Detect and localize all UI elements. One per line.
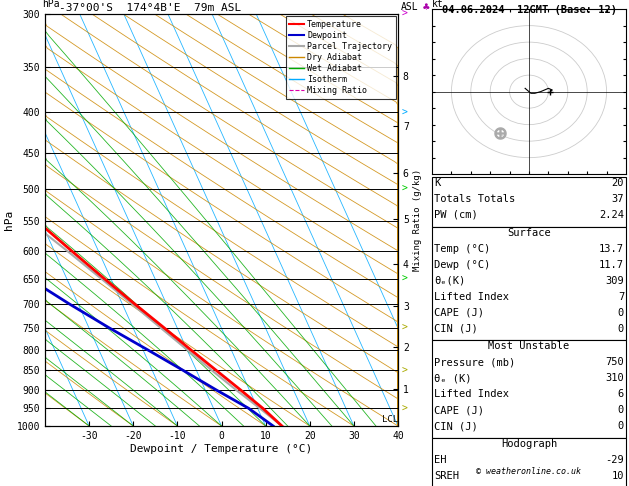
Text: 0: 0 [618, 308, 624, 318]
Text: CIN (J): CIN (J) [434, 421, 477, 432]
Text: kt: kt [432, 0, 443, 9]
Text: >: > [401, 274, 407, 284]
Y-axis label: Mixing Ratio (g/kg): Mixing Ratio (g/kg) [413, 169, 422, 271]
Text: >: > [401, 184, 407, 194]
Text: 20: 20 [611, 177, 624, 188]
Text: θₑ (K): θₑ (K) [434, 373, 471, 383]
Text: Pressure (mb): Pressure (mb) [434, 357, 515, 367]
Text: 0: 0 [618, 421, 624, 432]
Text: SREH: SREH [434, 471, 459, 481]
Text: >: > [401, 403, 407, 414]
Text: >: > [401, 9, 407, 19]
Text: 2.24: 2.24 [599, 209, 624, 220]
Text: -37°00'S  174°4B'E  79m ASL: -37°00'S 174°4B'E 79m ASL [59, 3, 242, 13]
X-axis label: Dewpoint / Temperature (°C): Dewpoint / Temperature (°C) [130, 444, 313, 453]
Text: >: > [401, 107, 407, 118]
Text: 310: 310 [605, 373, 624, 383]
Text: Totals Totals: Totals Totals [434, 193, 515, 204]
Text: 11.7: 11.7 [599, 260, 624, 270]
Text: θₑ(K): θₑ(K) [434, 276, 465, 286]
Text: 0: 0 [618, 324, 624, 334]
Text: Most Unstable: Most Unstable [488, 342, 570, 351]
Text: EH: EH [434, 455, 447, 465]
Text: hPa: hPa [42, 0, 60, 9]
Text: PW (cm): PW (cm) [434, 209, 477, 220]
Text: 309: 309 [605, 276, 624, 286]
Text: Hodograph: Hodograph [501, 439, 557, 449]
Text: Lifted Index: Lifted Index [434, 389, 509, 399]
Text: Surface: Surface [507, 228, 551, 238]
Text: 7: 7 [618, 292, 624, 302]
Text: 6: 6 [618, 389, 624, 399]
Text: K: K [434, 177, 440, 188]
Text: LCL: LCL [382, 415, 398, 424]
Text: Lifted Index: Lifted Index [434, 292, 509, 302]
Text: CIN (J): CIN (J) [434, 324, 477, 334]
Text: Temp (°C): Temp (°C) [434, 244, 490, 254]
Text: 10: 10 [611, 471, 624, 481]
Text: 0: 0 [618, 405, 624, 416]
Text: >: > [401, 365, 407, 375]
Text: ♣: ♣ [422, 3, 429, 13]
Text: >: > [401, 323, 407, 332]
Text: km
ASL: km ASL [401, 0, 419, 12]
Text: 750: 750 [605, 357, 624, 367]
Text: CAPE (J): CAPE (J) [434, 308, 484, 318]
Y-axis label: hPa: hPa [4, 210, 14, 230]
Text: 37: 37 [611, 193, 624, 204]
Text: 04.06.2024  12GMT (Base: 12): 04.06.2024 12GMT (Base: 12) [442, 5, 616, 15]
Text: -29: -29 [605, 455, 624, 465]
Text: CAPE (J): CAPE (J) [434, 405, 484, 416]
Text: 13.7: 13.7 [599, 244, 624, 254]
Text: © weatheronline.co.uk: © weatheronline.co.uk [477, 467, 581, 476]
Text: Dewp (°C): Dewp (°C) [434, 260, 490, 270]
Legend: Temperature, Dewpoint, Parcel Trajectory, Dry Adiabat, Wet Adiabat, Isotherm, Mi: Temperature, Dewpoint, Parcel Trajectory… [286, 17, 396, 99]
